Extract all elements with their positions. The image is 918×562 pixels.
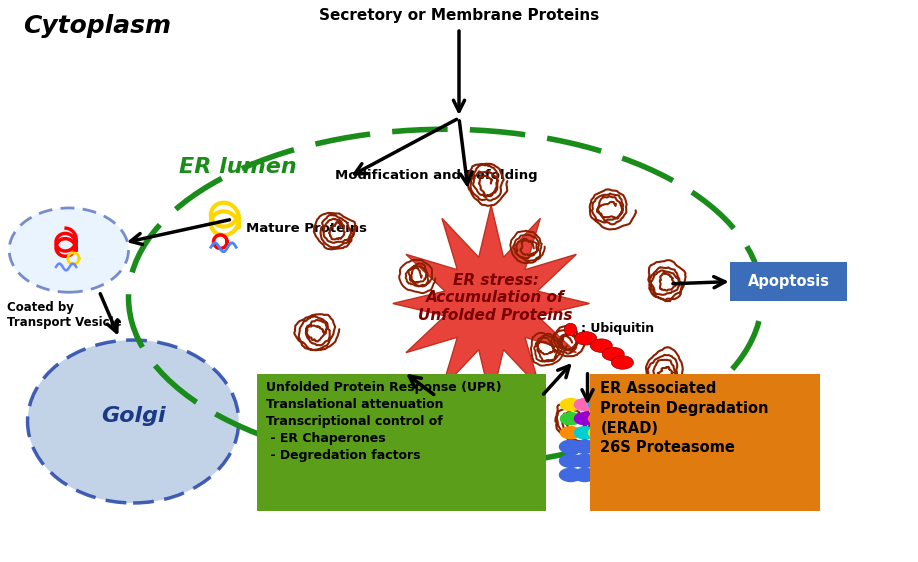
- Text: ER stress:
Accumulation of
Unfolded Proteins: ER stress: Accumulation of Unfolded Prot…: [419, 273, 573, 323]
- Polygon shape: [393, 205, 589, 402]
- Circle shape: [574, 398, 596, 411]
- Circle shape: [588, 426, 610, 439]
- Text: Secretory or Membrane Proteins: Secretory or Membrane Proteins: [319, 8, 599, 24]
- Circle shape: [575, 332, 597, 345]
- Circle shape: [590, 339, 612, 352]
- Text: Coated by
Transport Vesicle: Coated by Transport Vesicle: [7, 301, 122, 329]
- Circle shape: [559, 439, 583, 454]
- Circle shape: [573, 468, 597, 482]
- FancyBboxPatch shape: [730, 262, 847, 301]
- Text: Modification and Refolding: Modification and Refolding: [335, 169, 538, 182]
- Circle shape: [573, 439, 597, 454]
- Circle shape: [587, 454, 610, 468]
- Circle shape: [560, 398, 582, 411]
- Ellipse shape: [9, 208, 129, 292]
- Circle shape: [587, 468, 610, 482]
- Circle shape: [573, 454, 597, 468]
- Circle shape: [559, 454, 583, 468]
- Circle shape: [560, 426, 582, 439]
- Circle shape: [574, 426, 596, 439]
- Text: Golgi: Golgi: [101, 406, 165, 426]
- Circle shape: [602, 347, 624, 361]
- Text: Mature Proteins: Mature Proteins: [246, 222, 367, 235]
- FancyBboxPatch shape: [257, 374, 546, 511]
- Circle shape: [560, 412, 582, 425]
- Text: Cytoplasm: Cytoplasm: [23, 14, 171, 38]
- Circle shape: [588, 398, 610, 411]
- FancyBboxPatch shape: [590, 374, 820, 511]
- Circle shape: [611, 356, 633, 369]
- Text: ER Associated
Protein Degradation
(ERAD)
26S Proteasome: ER Associated Protein Degradation (ERAD)…: [600, 381, 769, 455]
- Circle shape: [587, 439, 610, 454]
- Circle shape: [559, 468, 583, 482]
- Circle shape: [574, 412, 596, 425]
- Ellipse shape: [28, 340, 239, 503]
- Text: ER lumen: ER lumen: [179, 157, 297, 178]
- Text: Unfolded Protein Response (UPR)
Translational attenuation
Transcriptional contro: Unfolded Protein Response (UPR) Translat…: [266, 381, 502, 462]
- Circle shape: [588, 412, 610, 425]
- Text: : Ubiquitin: : Ubiquitin: [581, 322, 655, 336]
- Text: Apoptosis: Apoptosis: [747, 274, 830, 289]
